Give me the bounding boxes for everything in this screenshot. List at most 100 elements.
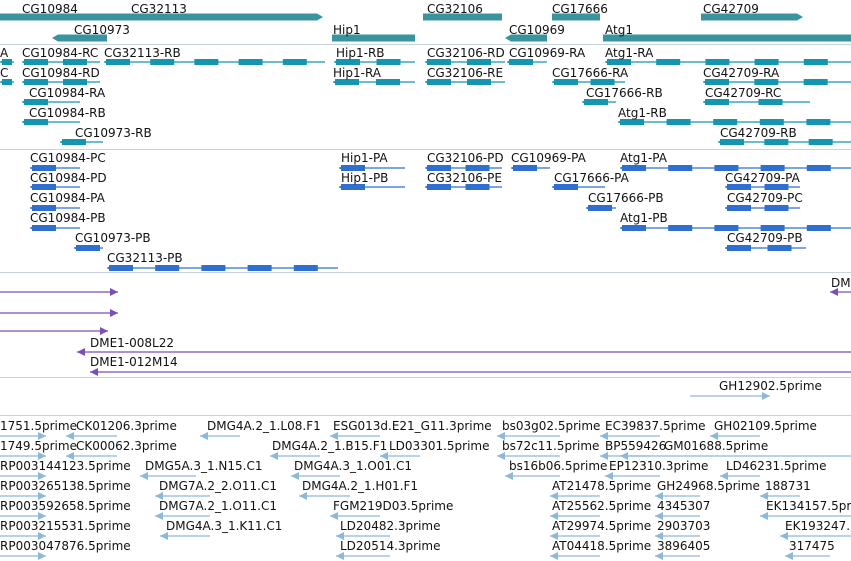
est-label[interactable]: 2903703 (657, 519, 711, 533)
protein-glyph[interactable] (725, 205, 800, 211)
transcript-label[interactable]: CG10969-RA (509, 46, 586, 60)
transcript-label[interactable]: Atg1-RA (605, 46, 654, 60)
est-glyph[interactable] (497, 432, 560, 440)
est-glyph[interactable] (140, 472, 196, 480)
est-glyph[interactable] (200, 432, 240, 440)
protein-label[interactable]: CG32106-PD (427, 151, 504, 165)
est-label[interactable]: EC39837.5prime (605, 419, 706, 433)
gene-label[interactable]: CG17666 (552, 2, 608, 16)
est-label[interactable]: DMG4A.3_1.O01.C1 (294, 459, 412, 473)
protein-glyph[interactable] (620, 165, 851, 171)
protein-label[interactable]: CG32106-PE (427, 171, 502, 185)
est-label[interactable]: 4345307 (657, 499, 711, 513)
est-glyph[interactable] (155, 512, 210, 520)
est-glyph[interactable] (336, 532, 390, 540)
est-label[interactable]: RP003144123.5prime (0, 459, 131, 473)
est-label[interactable]: RP003215531.5prime (0, 519, 131, 533)
gene-label[interactable]: CG10969 (509, 23, 565, 37)
est-glyph[interactable] (66, 452, 117, 460)
protein-label[interactable]: CG10984-PB (30, 211, 106, 225)
transcript-label[interactable]: CG32106-RE (427, 66, 504, 80)
est-label[interactable]: DMG4A.3_1.K11.C1 (166, 519, 283, 533)
transcript-label[interactable]: A (0, 46, 9, 60)
transcript-glyph[interactable] (334, 59, 415, 65)
est-glyph[interactable] (720, 472, 760, 480)
transcript-label[interactable]: CG32113-RB (104, 46, 181, 60)
transcript-label[interactable]: CG10973-RB (75, 126, 152, 140)
est-label[interactable]: LD46231.5prime (726, 459, 827, 473)
est-glyph[interactable] (550, 492, 600, 500)
est-label[interactable]: DMG4A.2_1.H01.F1 (302, 479, 419, 493)
est-glyph[interactable] (600, 432, 660, 440)
transcript-label[interactable]: CG10984-RD (22, 66, 100, 80)
est-label[interactable]: DMG7A.2_1.O11.C1 (159, 499, 277, 513)
est-glyph[interactable] (655, 532, 700, 540)
gene-glyph[interactable] (552, 13, 600, 21)
transcript-glyph[interactable] (703, 79, 851, 85)
est-glyph[interactable] (380, 452, 420, 460)
transcript-glyph[interactable] (425, 79, 505, 85)
est-glyph[interactable] (0, 452, 46, 460)
est-label[interactable]: 1749.5prime (0, 439, 77, 453)
est-glyph[interactable] (0, 552, 46, 560)
protein-label[interactable]: CG32113-PB (107, 251, 183, 265)
est-glyph[interactable] (550, 512, 600, 520)
est-label[interactable]: bs16b06.5prime (509, 459, 608, 473)
est-label[interactable]: CK00062.3prime (76, 439, 177, 453)
transcript-label[interactable]: CG10984-RC (22, 46, 99, 60)
transcript-glyph[interactable] (507, 59, 547, 65)
protein-glyph[interactable] (725, 184, 800, 190)
protein-glyph[interactable] (30, 205, 80, 211)
protein-glyph[interactable] (586, 205, 616, 211)
protein-label[interactable]: CG17666-PB (588, 191, 664, 205)
protein-label[interactable]: CG10984-PA (30, 191, 105, 205)
transcript-glyph[interactable] (60, 139, 103, 145)
est-glyph[interactable] (760, 512, 851, 520)
bac-clone-glyph[interactable] (0, 327, 108, 335)
est-label[interactable]: RP003592658.5prime (0, 499, 131, 513)
est-glyph[interactable] (605, 472, 660, 480)
est-glyph[interactable] (155, 492, 210, 500)
protein-glyph[interactable] (107, 265, 338, 271)
protein-glyph[interactable] (425, 184, 502, 190)
transcript-glyph[interactable] (22, 99, 80, 105)
est-glyph[interactable] (710, 432, 760, 440)
transcript-glyph[interactable] (22, 119, 80, 125)
est-glyph[interactable] (655, 492, 700, 500)
est-label[interactable]: LD20514.3prime (340, 539, 441, 553)
transcript-label[interactable]: C (0, 66, 9, 80)
protein-glyph[interactable] (30, 225, 80, 231)
est-glyph[interactable] (0, 532, 46, 540)
gene-glyph[interactable] (0, 13, 111, 21)
transcript-glyph[interactable] (104, 59, 325, 65)
protein-label[interactable]: CG10969-PA (511, 151, 586, 165)
est-label[interactable]: CK01206.3prime (76, 419, 177, 433)
transcript-glyph[interactable] (605, 59, 851, 65)
transcript-glyph[interactable] (22, 79, 100, 85)
est-glyph[interactable] (655, 552, 700, 560)
est-label[interactable]: DMG4A.2_1.L08.F1 (207, 419, 321, 433)
bac-clone-glyph[interactable] (0, 309, 118, 317)
protein-glyph[interactable] (620, 225, 851, 231)
protein-label[interactable]: CG10973-PB (75, 231, 151, 245)
gene-label[interactable]: CG42709 (703, 2, 759, 16)
protein-label[interactable]: CG17666-PA (554, 171, 629, 185)
transcript-label[interactable]: CG17666-RA (552, 66, 629, 80)
transcript-glyph[interactable] (333, 79, 415, 85)
est-glyph[interactable] (690, 392, 770, 400)
est-label[interactable]: DMG7A.2_2.O11.C1 (159, 479, 277, 493)
bac-clone-glyph[interactable] (830, 288, 851, 296)
transcript-label[interactable]: Atg1-RB (618, 106, 667, 120)
est-glyph[interactable] (0, 492, 46, 500)
transcript-label[interactable]: CG42709-RA (703, 66, 780, 80)
est-label[interactable]: GM01688.5prime (664, 439, 769, 453)
gene-glyph[interactable] (52, 34, 107, 42)
protein-glyph[interactable] (511, 165, 550, 171)
protein-glyph[interactable] (339, 184, 405, 190)
gene-label[interactable]: CG10984 (22, 2, 78, 16)
est-glyph[interactable] (66, 432, 117, 440)
protein-glyph[interactable] (74, 245, 103, 251)
transcript-glyph[interactable] (718, 139, 851, 145)
gene-label[interactable]: CG32113 (131, 2, 187, 16)
est-label[interactable]: AT25562.5prime (552, 499, 652, 513)
